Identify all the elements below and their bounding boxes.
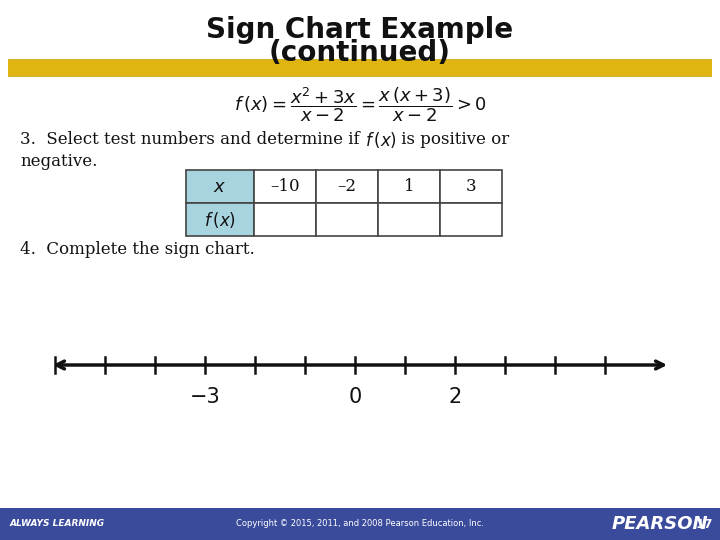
Text: 3: 3 — [466, 178, 477, 195]
Bar — [378, 170, 440, 203]
Text: (continued): (continued) — [269, 39, 451, 67]
Text: $x$: $x$ — [213, 178, 227, 195]
Text: –10: –10 — [270, 178, 300, 195]
Bar — [254, 203, 316, 236]
Text: −3: −3 — [189, 387, 220, 407]
Text: negative.: negative. — [20, 153, 97, 171]
Text: ALWAYS LEARNING: ALWAYS LEARNING — [10, 519, 105, 529]
Bar — [8, 59, 712, 77]
Text: 3.  Select test numbers and determine if: 3. Select test numbers and determine if — [20, 132, 365, 148]
Text: $f\,(x)$: $f\,(x)$ — [365, 130, 397, 150]
Bar — [316, 170, 378, 203]
Bar — [254, 170, 316, 203]
Text: –2: –2 — [338, 178, 356, 195]
Text: 4.  Complete the sign chart.: 4. Complete the sign chart. — [20, 241, 255, 259]
Bar — [440, 170, 502, 203]
Text: 17: 17 — [696, 517, 713, 530]
Text: 2: 2 — [449, 387, 462, 407]
Bar — [186, 170, 254, 203]
Bar — [316, 203, 378, 236]
Text: Sign Chart Example: Sign Chart Example — [207, 16, 513, 44]
Bar — [186, 203, 254, 236]
Bar — [378, 203, 440, 236]
Text: is positive or: is positive or — [396, 132, 509, 148]
Bar — [440, 203, 502, 236]
Bar — [8, 61, 712, 75]
Text: $f\,(x) = \dfrac{x^2+3x}{x-2} = \dfrac{x\,(x+3)}{x-2} > 0$: $f\,(x) = \dfrac{x^2+3x}{x-2} = \dfrac{x… — [233, 86, 487, 124]
Text: Copyright © 2015, 2011, and 2008 Pearson Education, Inc.: Copyright © 2015, 2011, and 2008 Pearson… — [236, 519, 484, 529]
Bar — [0, 508, 720, 540]
Text: $f\,(x)$: $f\,(x)$ — [204, 210, 236, 230]
Text: 1: 1 — [404, 178, 414, 195]
Text: 0: 0 — [348, 387, 361, 407]
Text: PEARSON: PEARSON — [612, 515, 708, 533]
